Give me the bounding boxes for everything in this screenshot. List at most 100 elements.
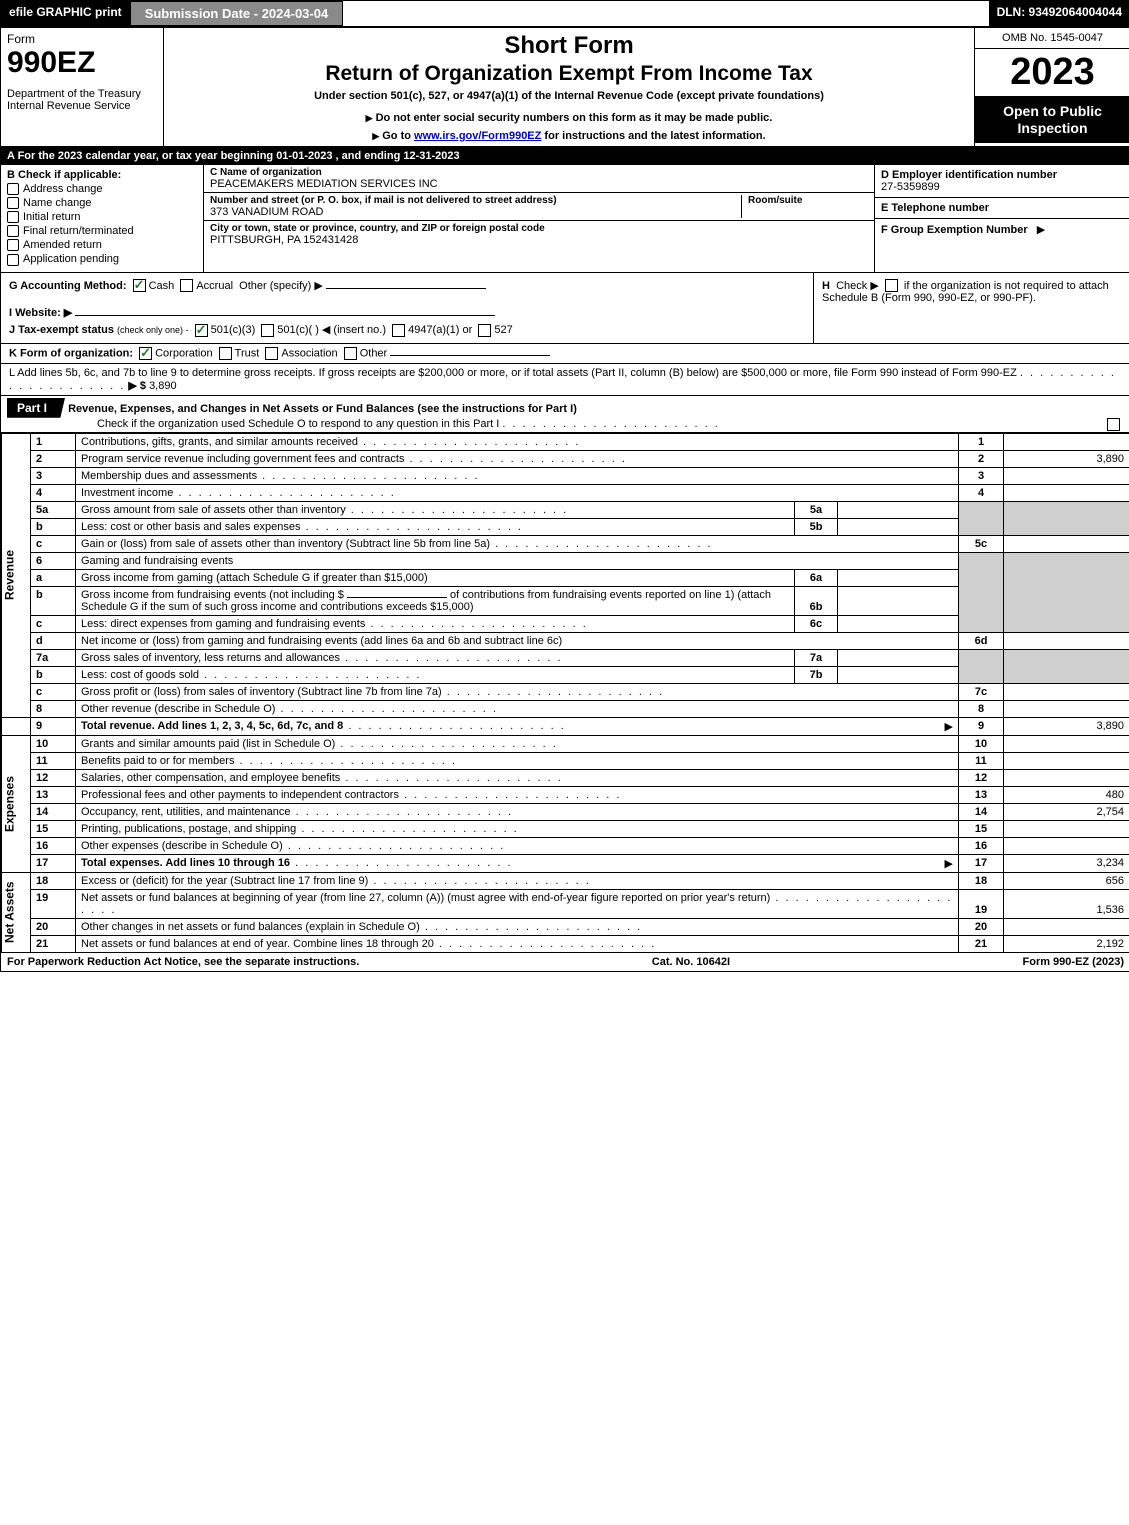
checkbox-trust-icon[interactable]: [219, 347, 232, 360]
desc-text: Grants and similar amounts paid (list in…: [81, 738, 335, 750]
checkbox-schedule-o-icon[interactable]: [1107, 418, 1120, 431]
expenses-side-label: Expenses: [2, 735, 31, 872]
subval: [838, 569, 959, 586]
d-label: D Employer identification number: [881, 169, 1124, 181]
part-check-row: Check if the organization used Schedule …: [7, 418, 1124, 430]
checkbox-assoc-icon[interactable]: [265, 347, 278, 360]
line-desc: Net income or (loss) from gaming and fun…: [76, 632, 959, 649]
chk-label: Amended return: [23, 239, 102, 251]
go-to-note: Go to www.irs.gov/Form990EZ for instruct…: [174, 130, 964, 142]
omb-number: OMB No. 1545-0047: [975, 28, 1129, 49]
checkbox-501c3-icon[interactable]: [195, 324, 208, 337]
irs-link[interactable]: www.irs.gov/Form990EZ: [414, 130, 541, 142]
k-label: K Form of organization:: [9, 347, 133, 359]
sublabel: 6a: [795, 569, 838, 586]
desc-text: Gross profit or (loss) from sales of inv…: [81, 686, 442, 698]
line-label: 5c: [959, 535, 1004, 552]
form-header: Form 990EZ Department of the Treasury In…: [1, 28, 1129, 147]
checkbox-icon[interactable]: [7, 197, 19, 209]
desc-text: Gain or (loss) from sale of assets other…: [81, 538, 490, 550]
sublabel: 5b: [795, 518, 838, 535]
street-label: Number and street (or P. O. box, if mail…: [210, 195, 741, 206]
line-desc: Program service revenue including govern…: [76, 450, 959, 467]
line-num: b: [31, 666, 76, 683]
desc-text: Salaries, other compensation, and employ…: [81, 772, 340, 784]
checkbox-icon[interactable]: [7, 239, 19, 251]
line-desc: Other expenses (describe in Schedule O): [76, 837, 959, 854]
line-value: 656: [1004, 872, 1129, 889]
checkbox-cash-icon[interactable]: [133, 279, 146, 292]
checkbox-501c-icon[interactable]: [261, 324, 274, 337]
line-value: [1004, 467, 1129, 484]
desc-text: Occupancy, rent, utilities, and maintena…: [81, 806, 291, 818]
line-num: 7a: [31, 649, 76, 666]
checkbox-icon[interactable]: [7, 225, 19, 237]
line-desc: Occupancy, rent, utilities, and maintena…: [76, 803, 959, 820]
subval: [838, 666, 959, 683]
line-desc: Gross income from gaming (attach Schedul…: [76, 569, 795, 586]
desc-text: Less: cost or other basis and sales expe…: [81, 521, 301, 533]
dots-icon: [420, 921, 642, 933]
e-phone: E Telephone number: [875, 198, 1129, 219]
blank-side: [2, 717, 31, 735]
website-line: [75, 315, 495, 316]
chk-final-return: Final return/terminated: [7, 225, 197, 237]
checkbox-527-icon[interactable]: [478, 324, 491, 337]
checkbox-icon[interactable]: [7, 211, 19, 223]
checkbox-icon[interactable]: [7, 254, 19, 266]
accrual-label: Accrual: [196, 280, 233, 292]
line-desc: Benefits paid to or for members: [76, 752, 959, 769]
h-label: H: [822, 280, 830, 292]
d-value: 27-5359899: [881, 181, 1124, 193]
do-not-enter-text: Do not enter social security numbers on …: [376, 112, 773, 124]
line-desc: Total expenses. Add lines 10 through 16 …: [76, 854, 959, 872]
info-block: B Check if applicable: Address change Na…: [1, 165, 1129, 273]
line-desc: Gaming and fundraising events: [76, 552, 959, 569]
shaded-cell: [1004, 649, 1129, 683]
line-num: b: [31, 518, 76, 535]
checkbox-h-icon[interactable]: [885, 279, 898, 292]
j-sub: (check only one) -: [117, 325, 189, 335]
checkbox-corp-icon[interactable]: [139, 347, 152, 360]
dots-icon: [399, 789, 621, 801]
checkbox-4947-icon[interactable]: [392, 324, 405, 337]
checkbox-accrual-icon[interactable]: [180, 279, 193, 292]
checkbox-other-icon[interactable]: [344, 347, 357, 360]
g-row: G Accounting Method: Cash Accrual Other …: [9, 279, 805, 293]
shaded-cell: [1004, 552, 1129, 632]
j-label: J Tax-exempt status: [9, 324, 114, 336]
chk-amended-return: Amended return: [7, 239, 197, 251]
line-value: [1004, 632, 1129, 649]
under-section: Under section 501(c), 527, or 4947(a)(1)…: [174, 90, 964, 102]
subval: [838, 518, 959, 535]
line-num: 5a: [31, 501, 76, 518]
line-num: 11: [31, 752, 76, 769]
checkbox-icon[interactable]: [7, 183, 19, 195]
line-label: 4: [959, 484, 1004, 501]
other-specify-line: [326, 288, 486, 289]
col-b-header: B Check if applicable:: [7, 169, 197, 181]
dots-icon: [296, 823, 518, 835]
j-row: J Tax-exempt status (check only one) - 5…: [9, 323, 805, 337]
e-label: E Telephone number: [881, 202, 1124, 214]
sublabel: 7b: [795, 666, 838, 683]
j527: 527: [494, 324, 512, 336]
dots-icon: [199, 669, 421, 681]
room-label: Room/suite: [748, 195, 868, 206]
line-num: 17: [31, 854, 76, 872]
line-10: Expenses 10 Grants and similar amounts p…: [2, 735, 1129, 752]
chk-initial-return: Initial return: [7, 211, 197, 223]
desc-text: Contributions, gifts, grants, and simila…: [81, 436, 358, 448]
line-9: 9 Total revenue. Add lines 1, 2, 3, 4, 5…: [2, 717, 1129, 735]
line-num: 12: [31, 769, 76, 786]
open-to-public: Open to Public Inspection: [975, 97, 1129, 143]
header-center: Short Form Return of Organization Exempt…: [164, 28, 974, 146]
shaded-cell: [1004, 501, 1129, 535]
line-num: 21: [31, 935, 76, 952]
j501c: 501(c)( ) ◀ (insert no.): [277, 324, 386, 336]
line-value: [1004, 735, 1129, 752]
top-bar: efile GRAPHIC print Submission Date - 20…: [1, 1, 1129, 28]
spacer: [343, 1, 988, 26]
line-value: [1004, 752, 1129, 769]
k-trust: Trust: [235, 347, 260, 359]
